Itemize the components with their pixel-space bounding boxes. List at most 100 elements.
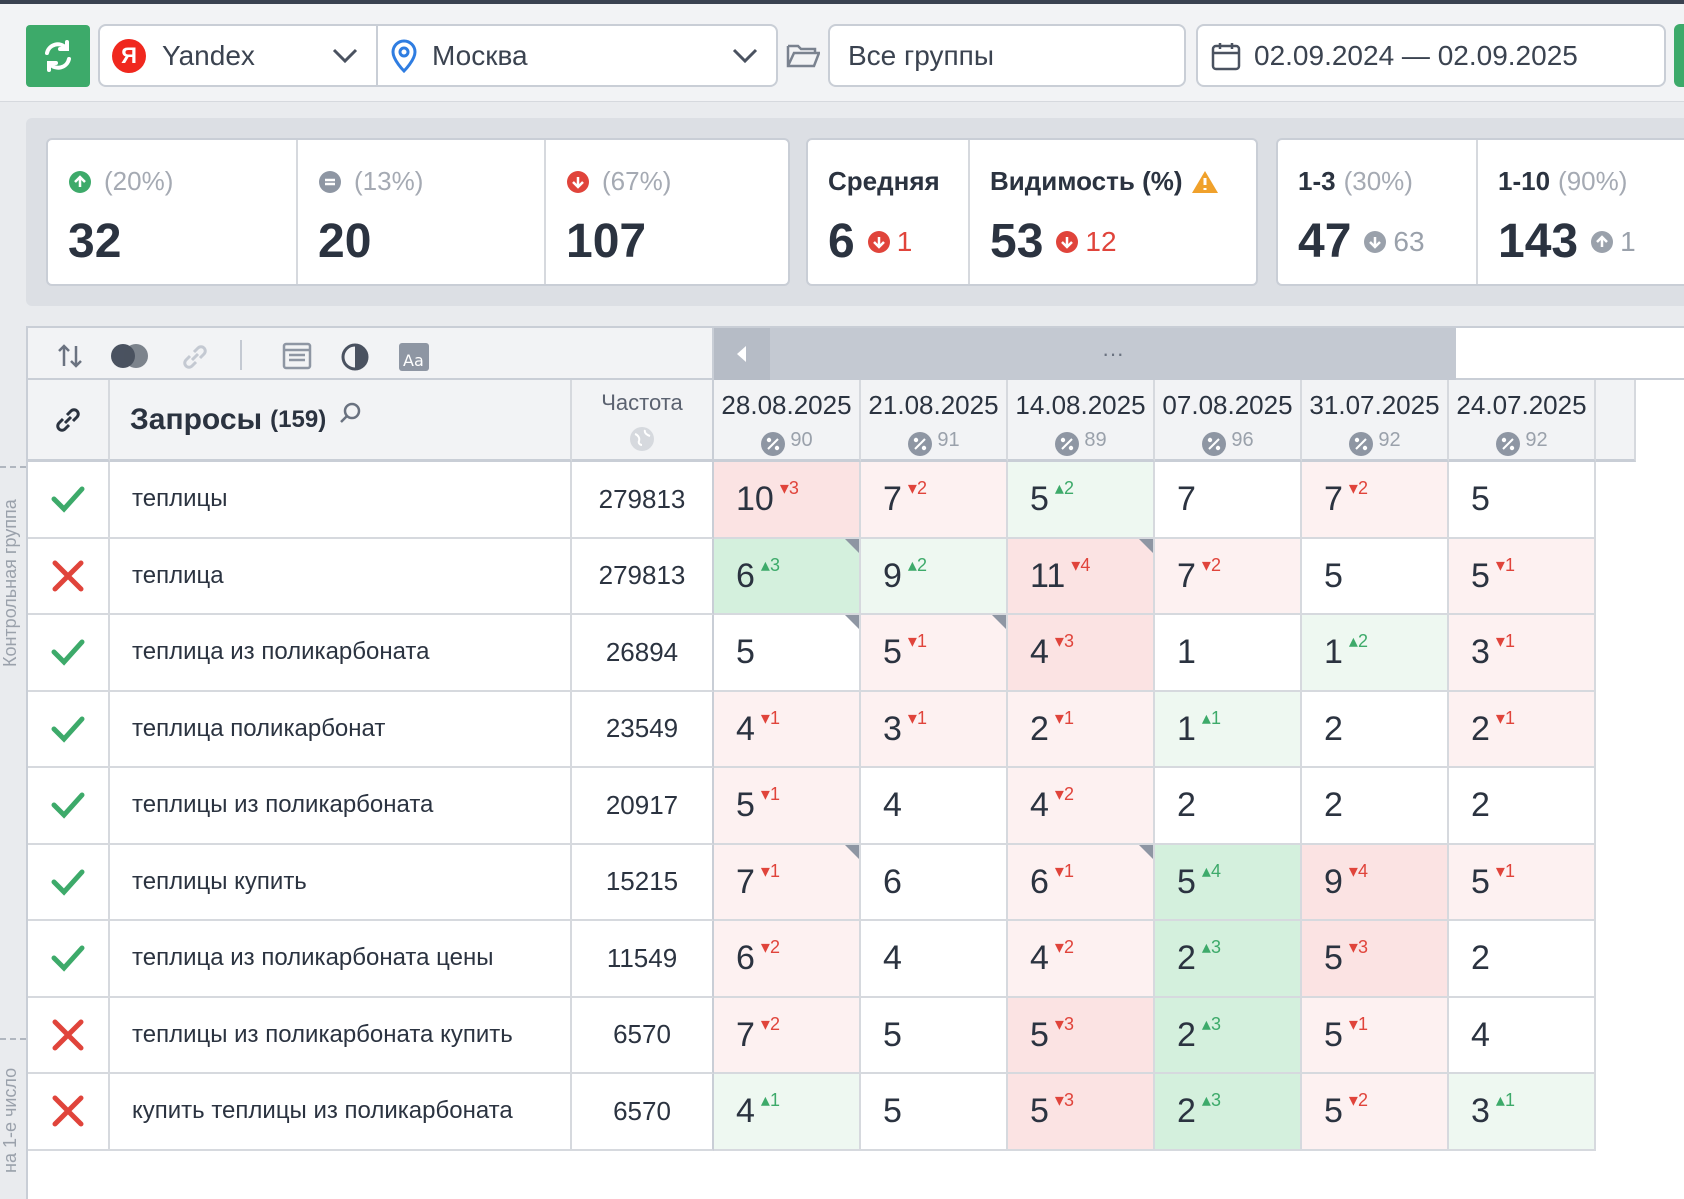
status-cell[interactable] (28, 997, 110, 1074)
position-cell[interactable]: 11 ▾4 (1008, 538, 1155, 615)
position-cell[interactable]: 5 ▾3 (1008, 1074, 1155, 1151)
position-cell[interactable]: 4 (861, 921, 1008, 998)
visibility-percent[interactable]: 90 (714, 423, 859, 457)
position-cell[interactable]: 3 ▴1 (1449, 1074, 1596, 1151)
position-cell[interactable]: 2 (1449, 768, 1596, 845)
query-cell[interactable]: теплицы из поликарбоната купить (110, 997, 572, 1074)
visibility-percent[interactable]: 92 (1302, 423, 1447, 457)
stat-down[interactable]: (67%) 107 (544, 140, 792, 284)
position-cell[interactable]: 2 ▾1 (1008, 691, 1155, 768)
position-cell[interactable]: 7 ▾2 (1155, 538, 1302, 615)
position-cell[interactable]: 6 ▾2 (714, 921, 861, 998)
position-cell[interactable]: 6 ▴3 (714, 538, 861, 615)
header-date[interactable]: 14.08.2025 89 (1008, 380, 1155, 462)
position-cell[interactable]: 5 (1302, 538, 1449, 615)
stat-top10[interactable]: 1-10 (90%) 143 1 (1476, 140, 1684, 284)
position-cell[interactable]: 4 ▾1 (714, 691, 861, 768)
stat-average[interactable]: Средняя 6 1 (808, 140, 968, 284)
search-icon[interactable] (338, 401, 362, 425)
toggle-icon[interactable] (110, 342, 150, 370)
position-cell[interactable]: 3 ▾1 (1449, 615, 1596, 692)
position-cell[interactable]: 2 (1155, 768, 1302, 845)
region-select[interactable]: Москва (376, 24, 778, 87)
header-queries[interactable]: Запросы (159) (110, 380, 572, 462)
position-cell[interactable]: 5 ▴2 (1008, 462, 1155, 539)
status-cell[interactable] (28, 844, 110, 921)
query-cell[interactable]: теплица из поликарбоната цены (110, 921, 572, 998)
table-row[interactable]: теплица из поликарбоната 26894 5 5 ▾1 4 ▾3 1 1 ▴2… (28, 615, 1684, 692)
position-cell[interactable]: 5 ▾3 (1302, 921, 1449, 998)
position-cell[interactable]: 7 ▾2 (861, 462, 1008, 539)
position-cell[interactable]: 5 ▾3 (1008, 997, 1155, 1074)
position-cell[interactable]: 2 ▾1 (1449, 691, 1596, 768)
link-icon[interactable] (180, 342, 210, 372)
stat-visibility[interactable]: Видимость (%) 53 12 (968, 140, 1260, 284)
position-cell[interactable]: 4 (861, 768, 1008, 845)
scroll-left-button[interactable] (714, 328, 770, 380)
stat-up[interactable]: (20%) 32 (48, 140, 296, 284)
columns-scrollbar[interactable]: ··· (714, 328, 1684, 380)
contrast-icon[interactable] (340, 342, 370, 372)
position-cell[interactable]: 1 ▴1 (1155, 691, 1302, 768)
query-cell[interactable]: теплица (110, 538, 572, 615)
position-cell[interactable]: 7 ▾2 (1302, 462, 1449, 539)
status-cell[interactable] (28, 462, 110, 539)
status-cell[interactable] (28, 921, 110, 998)
query-cell[interactable]: теплицы из поликарбоната (110, 768, 572, 845)
position-cell[interactable]: 1 (1155, 615, 1302, 692)
status-cell[interactable] (28, 615, 110, 692)
query-cell[interactable]: теплицы (110, 462, 572, 539)
date-range-picker[interactable]: 02.09.2024 — 02.09.2025 (1196, 24, 1666, 87)
position-cell[interactable]: 2 (1449, 921, 1596, 998)
query-cell[interactable]: купить теплицы из поликарбоната (110, 1074, 572, 1151)
position-cell[interactable]: 7 (1155, 462, 1302, 539)
position-cell[interactable]: 10 ▾3 (714, 462, 861, 539)
table-row[interactable]: купить теплицы из поликарбоната 6570 4 ▴1 5 5… (28, 1074, 1684, 1151)
position-cell[interactable]: 9 ▾4 (1302, 844, 1449, 921)
search-engine-select[interactable]: Я Yandex (98, 24, 378, 87)
refresh-button[interactable] (26, 25, 90, 87)
status-cell[interactable] (28, 691, 110, 768)
visibility-percent[interactable]: 92 (1449, 423, 1594, 457)
sort-icon[interactable] (56, 342, 84, 370)
folder-icon[interactable] (786, 42, 820, 70)
position-cell[interactable]: 7 ▾2 (714, 997, 861, 1074)
position-cell[interactable]: 5 ▾1 (1449, 844, 1596, 921)
status-cell[interactable] (28, 768, 110, 845)
header-date[interactable]: 21.08.2025 91 (861, 380, 1008, 462)
scroll-thumb[interactable]: ··· (770, 328, 1456, 380)
position-cell[interactable]: 5 ▾1 (861, 615, 1008, 692)
status-cell[interactable] (28, 538, 110, 615)
table-row[interactable]: теплица поликарбонат 23549 4 ▾1 3 ▾1 2 ▾1 1 ▴1 2 2 ▾… (28, 691, 1684, 768)
position-cell[interactable]: 5 (861, 997, 1008, 1074)
header-date[interactable]: 31.07.2025 92 (1302, 380, 1449, 462)
position-cell[interactable]: 5 ▾2 (1302, 1074, 1449, 1151)
table-row[interactable]: теплицы 279813 10 ▾3 7 ▾2 5 ▴2 7 7 ▾2 5 (28, 462, 1684, 539)
visibility-percent[interactable]: 91 (861, 423, 1006, 457)
font-size-icon[interactable]: Aa (398, 342, 430, 372)
visibility-percent[interactable]: 96 (1155, 423, 1300, 457)
position-cell[interactable]: 5 (1449, 462, 1596, 539)
query-cell[interactable]: теплица из поликарбоната (110, 615, 572, 692)
position-cell[interactable]: 1 ▴2 (1302, 615, 1449, 692)
position-cell[interactable]: 5 (861, 1074, 1008, 1151)
window-icon[interactable] (282, 342, 312, 370)
position-cell[interactable]: 2 ▴3 (1155, 921, 1302, 998)
position-cell[interactable]: 4 ▾3 (1008, 615, 1155, 692)
query-cell[interactable]: теплицы купить (110, 844, 572, 921)
table-row[interactable]: теплицы из поликарбоната купить 6570 7 ▾2 5 5… (28, 997, 1684, 1074)
header-date[interactable]: 07.08.2025 96 (1155, 380, 1302, 462)
stat-top3[interactable]: 1-3 (30%) 47 63 (1278, 140, 1476, 284)
table-row[interactable]: теплица из поликарбоната цены 11549 6 ▾2 4 4 ▾… (28, 921, 1684, 998)
header-frequency[interactable]: Частота (572, 380, 714, 462)
header-date-partial[interactable] (1596, 380, 1636, 462)
header-link-column[interactable] (28, 380, 110, 462)
table-row[interactable]: теплицы купить 15215 7 ▾1 6 6 ▾1 5 ▴4 9 ▾4 5 ▾1 (28, 844, 1684, 921)
table-row[interactable]: теплица 279813 6 ▴3 9 ▴2 11 ▾4 7 ▾2 5 5 ▾1 (28, 538, 1684, 615)
position-cell[interactable]: 2 ▴3 (1155, 997, 1302, 1074)
apply-button[interactable] (1674, 24, 1684, 87)
position-cell[interactable]: 4 ▾2 (1008, 921, 1155, 998)
position-cell[interactable]: 7 ▾1 (714, 844, 861, 921)
header-date[interactable]: 24.07.2025 92 (1449, 380, 1596, 462)
position-cell[interactable]: 4 ▾2 (1008, 768, 1155, 845)
